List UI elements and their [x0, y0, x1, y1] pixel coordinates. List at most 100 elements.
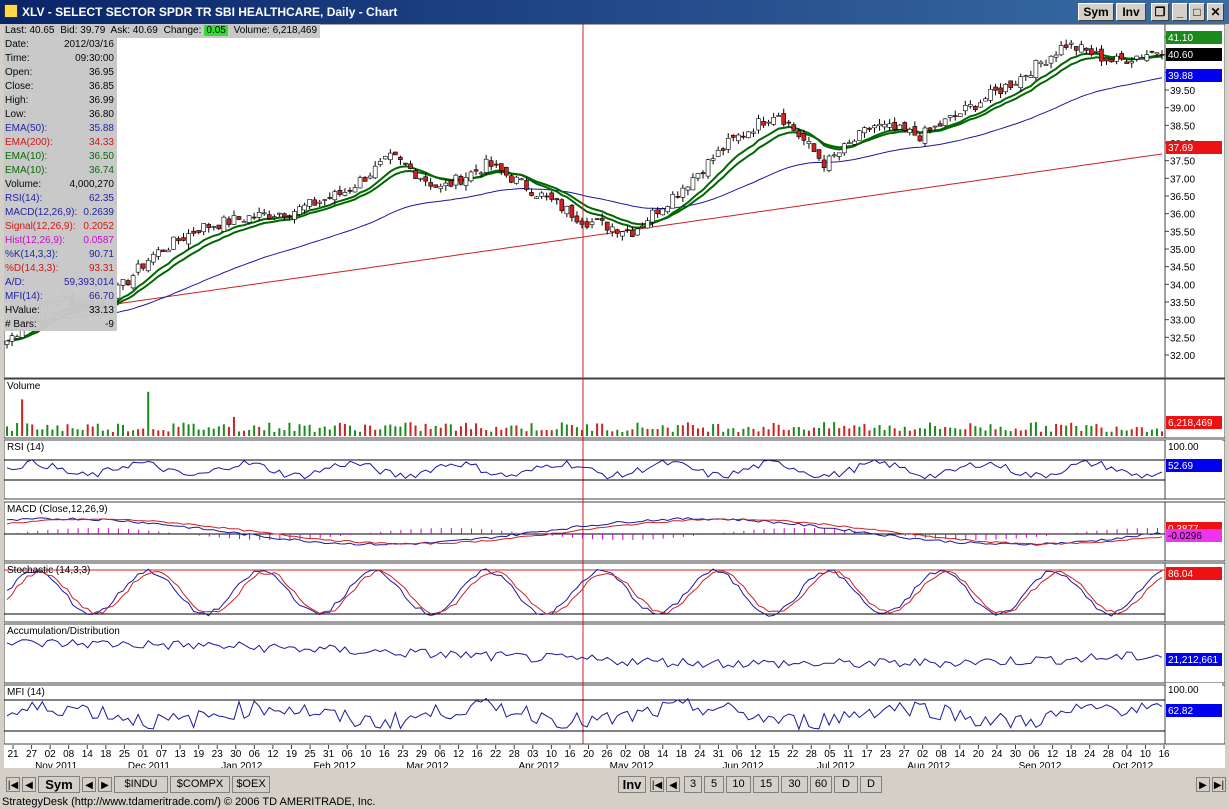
info-label: %K(14,3,3): [5, 249, 58, 260]
last-icon[interactable]: ▶| [1212, 777, 1226, 792]
date-tick-label: 28 [509, 749, 521, 760]
candle-body [751, 131, 756, 134]
info-value: -9 [105, 319, 114, 330]
volume-bar [535, 430, 538, 436]
period-tab[interactable]: 15 [753, 776, 779, 793]
volume-bar [500, 429, 503, 436]
chart-area[interactable]: 41.0040.5040.0039.5039.0038.5038.0037.50… [4, 24, 1225, 768]
macd-histogram-bar [228, 534, 230, 539]
candle-body [398, 156, 403, 160]
tab-sym[interactable]: Sym [38, 776, 80, 793]
macd-hist-badge: -0.0296 [1168, 531, 1202, 542]
candle-body [983, 98, 988, 102]
period-tab[interactable]: D [860, 776, 882, 793]
volume-bar [1125, 430, 1128, 436]
macd-histogram-bar [955, 534, 957, 540]
date-tick-label: 06 [342, 749, 354, 760]
tab-prev-icon[interactable]: ◀ [82, 777, 96, 792]
volume-bar [475, 423, 478, 436]
candle-body [831, 154, 837, 157]
candle-body [448, 180, 454, 187]
volume-bar [878, 424, 881, 436]
volume-bar [157, 430, 160, 436]
volume-bar [283, 430, 286, 436]
macd-histogram-bar [37, 530, 39, 534]
info-row: Date: 2012/03/16 [5, 38, 116, 52]
volume-bar [429, 428, 432, 436]
tab-next-icon[interactable]: ▶ [98, 777, 112, 792]
macd-histogram-bar [571, 534, 573, 538]
candle-body [1139, 57, 1145, 59]
candle-body [786, 121, 792, 124]
volume-bar [41, 429, 44, 436]
volume-bar [898, 430, 901, 436]
macd-histogram-bar [460, 528, 462, 534]
period-prev-icon[interactable]: ◀ [666, 777, 680, 792]
volume-bar [1135, 426, 1138, 436]
macd-histogram-bar [834, 529, 836, 534]
candle-body [241, 220, 247, 223]
volume-bar [712, 424, 715, 436]
prev-icon[interactable]: ◀ [22, 777, 36, 792]
date-tick-label: 17 [861, 749, 873, 760]
tab-indu[interactable]: $INDU [114, 776, 168, 793]
volume-bar [1009, 431, 1012, 436]
candle-body [292, 211, 297, 220]
candle-body [1129, 61, 1135, 64]
info-value: 0.0587 [83, 235, 114, 246]
period-tab[interactable]: 30 [781, 776, 808, 793]
next-icon[interactable]: ▶ [1196, 777, 1210, 792]
period-tab[interactable]: 5 [704, 776, 724, 793]
volume-bar [152, 429, 155, 436]
tab-oex[interactable]: $OEX [232, 776, 270, 793]
volume-bar [459, 426, 462, 436]
candle-body [463, 177, 469, 186]
date-tick-label: 04 [1121, 749, 1133, 760]
period-tab[interactable]: 10 [726, 776, 751, 793]
restore-icon[interactable]: ❐ [1151, 3, 1169, 21]
volume-bar [343, 423, 346, 436]
candle-body [660, 208, 665, 216]
candle-body [857, 130, 862, 141]
first-icon[interactable]: |◀ [6, 777, 20, 792]
ema200-badge-bg [1166, 141, 1222, 154]
panel-title-mfi: MFI (14) [7, 687, 45, 698]
date-tick-label: 06 [249, 749, 261, 760]
period-first-icon[interactable]: |◀ [650, 777, 664, 792]
candle-body [932, 125, 938, 128]
tab-inv[interactable]: Inv [618, 776, 646, 793]
sym-button[interactable]: Sym [1078, 3, 1114, 21]
candle-body [554, 198, 560, 201]
candle-body [181, 237, 186, 241]
volume-bar [767, 429, 770, 436]
candle-body [1038, 61, 1044, 65]
volume-bar [762, 426, 765, 436]
volume-bar [797, 426, 800, 436]
maximize-icon[interactable]: □ [1189, 3, 1205, 21]
macd-histogram-bar [914, 534, 916, 537]
macd-histogram-bar [289, 534, 291, 540]
period-tab[interactable]: D [834, 776, 858, 793]
period-tab[interactable]: 3 [684, 776, 702, 793]
volume-bar [661, 425, 664, 436]
macd-histogram-bar [1126, 528, 1128, 534]
price-axis-label: 37.50 [1170, 157, 1195, 168]
close-icon[interactable]: ✕ [1207, 3, 1224, 21]
macd-histogram-bar [309, 534, 311, 539]
candle-body [458, 176, 464, 185]
candle-body [266, 214, 272, 219]
volume-bar [379, 429, 382, 436]
candle-body [579, 220, 585, 225]
volume-bar [586, 424, 589, 436]
macd-histogram-bar [1035, 534, 1037, 537]
period-tab[interactable]: 60 [810, 776, 832, 793]
candle-body [347, 190, 353, 192]
tab-compx[interactable]: $COMPX [170, 776, 230, 793]
info-value: 36.95 [88, 67, 114, 78]
volume-value: Volume: 6,218,469 [233, 25, 318, 36]
candle-body [620, 231, 625, 237]
macd-histogram-bar [168, 532, 170, 534]
volume-bar [636, 422, 639, 436]
minimize-icon[interactable]: _ [1172, 3, 1188, 21]
inv-button[interactable]: Inv [1116, 3, 1146, 21]
